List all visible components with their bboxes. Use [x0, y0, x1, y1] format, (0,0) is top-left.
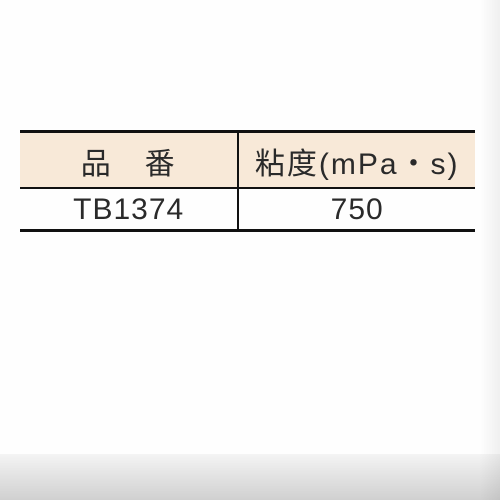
cell-viscosity: 750 [238, 188, 475, 231]
cell-part-number: TB1374 [20, 188, 238, 231]
right-fade [480, 0, 500, 500]
table-row: TB1374 750 [20, 188, 475, 231]
page: 品 番 粘度(mPa・s) TB1374 750 [0, 0, 500, 500]
table-header-row: 品 番 粘度(mPa・s) [20, 132, 475, 189]
col-header-viscosity: 粘度(mPa・s) [238, 132, 475, 189]
spec-table: 品 番 粘度(mPa・s) TB1374 750 [20, 130, 475, 232]
bottom-shadow [0, 454, 500, 500]
col-header-part-number: 品 番 [20, 132, 238, 189]
